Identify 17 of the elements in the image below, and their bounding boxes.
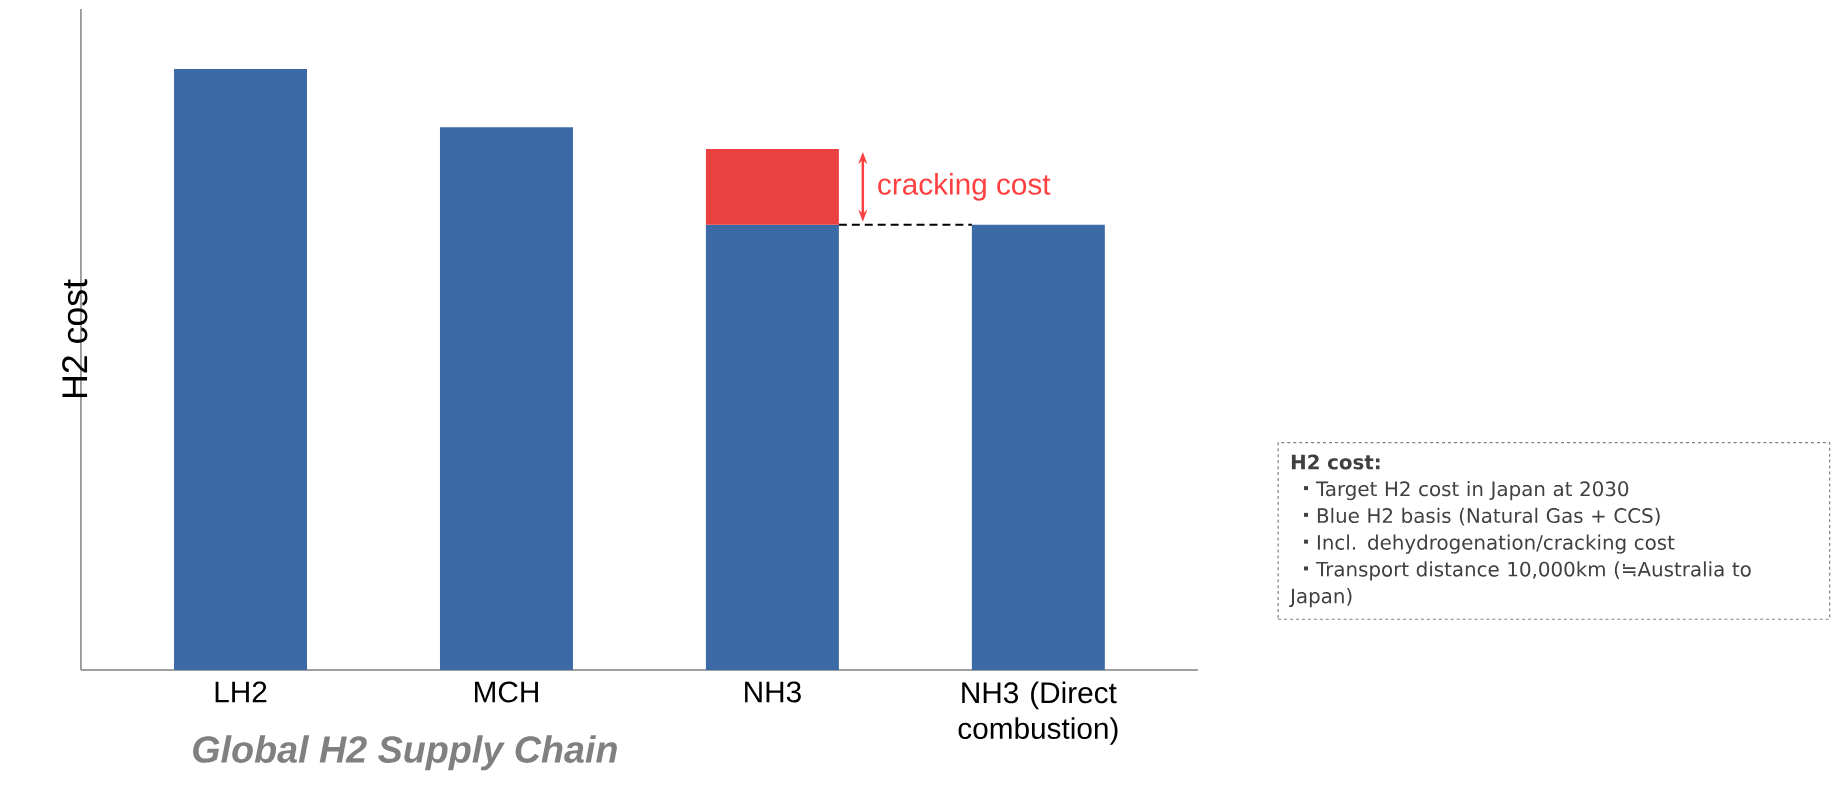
text: Blue H2 basis (Natural Gas + CCS) <box>1317 507 1660 526</box>
x-tick-label: MCH <box>475 681 538 703</box>
y-axis-title: H2 cost <box>62 279 88 397</box>
bar <box>439 127 573 670</box>
bar <box>705 224 839 670</box>
bar <box>705 148 839 225</box>
x-tick-label: LH2 <box>215 681 267 703</box>
text: Transport distance 10,000km (≒Australia to Japan) <box>1289 561 1751 608</box>
x-tick-label: NH3 <box>745 681 801 703</box>
annotation: cracking cost <box>878 172 1051 201</box>
bar <box>971 224 1105 670</box>
text: Target H2 cost in Japan at 2030 <box>1315 480 1629 500</box>
bar <box>174 68 307 670</box>
text: Incl. dehydrogenation/cracking cost <box>1317 534 1675 554</box>
x-axis-title: Global H2 Supply Chain <box>193 734 617 771</box>
text: H2 cost: <box>1291 454 1380 470</box>
x-tick-label: NH3 (Direct combustion) <box>958 681 1118 745</box>
